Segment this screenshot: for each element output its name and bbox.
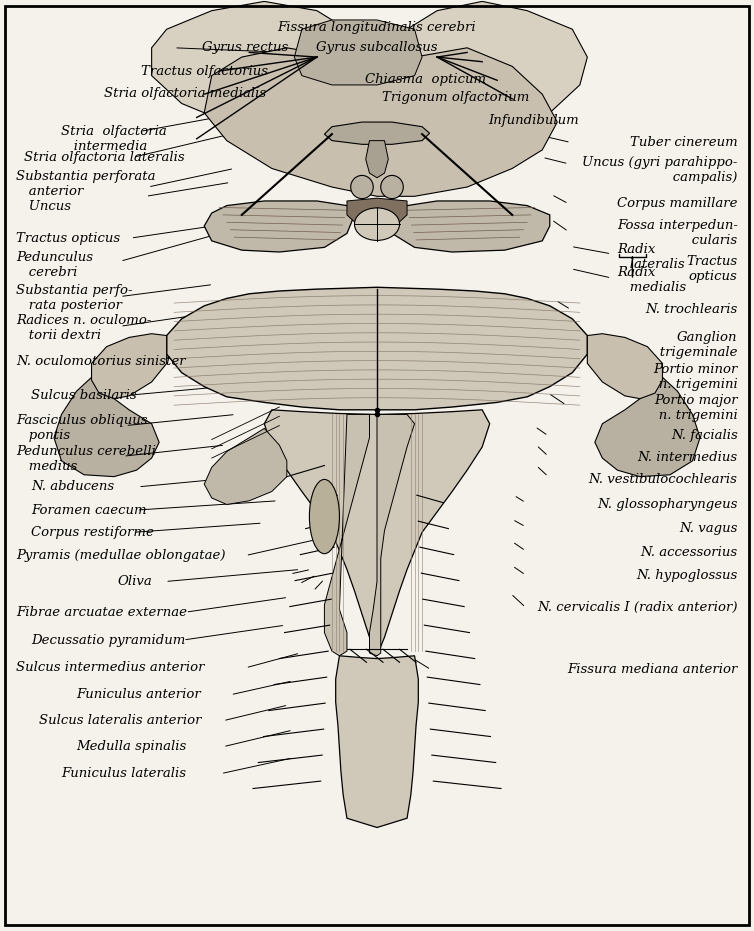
Text: Fibrae arcuatae externae: Fibrae arcuatae externae xyxy=(17,606,188,619)
Text: Foramen caecum: Foramen caecum xyxy=(32,504,147,517)
Text: Fissura mediana anterior: Fissura mediana anterior xyxy=(567,663,737,676)
Text: Sulcus lateralis anterior: Sulcus lateralis anterior xyxy=(39,714,201,727)
Text: Funiculus anterior: Funiculus anterior xyxy=(76,688,201,701)
Polygon shape xyxy=(595,377,700,477)
Polygon shape xyxy=(347,198,407,234)
Text: Gyrus rectus: Gyrus rectus xyxy=(202,41,289,54)
Text: N. facialis: N. facialis xyxy=(671,429,737,442)
Text: Tractus olfactorius: Tractus olfactorius xyxy=(141,65,268,78)
Polygon shape xyxy=(366,141,388,178)
Text: Radix
   medialis: Radix medialis xyxy=(618,266,686,294)
Text: Corpus restiforme: Corpus restiforme xyxy=(32,526,155,539)
Ellipse shape xyxy=(354,208,400,240)
Ellipse shape xyxy=(381,175,403,198)
Polygon shape xyxy=(324,414,369,655)
Text: N. abducens: N. abducens xyxy=(32,480,115,493)
Text: N. trochlearis: N. trochlearis xyxy=(645,304,737,316)
Polygon shape xyxy=(54,377,159,477)
Text: Sulcus basilaris: Sulcus basilaris xyxy=(32,389,137,402)
Text: N. hypoglossus: N. hypoglossus xyxy=(636,569,737,582)
Text: Decussatio pyramidum: Decussatio pyramidum xyxy=(32,633,185,646)
Text: Tractus
opticus: Tractus opticus xyxy=(686,255,737,283)
Text: N. oculomotorius sinister: N. oculomotorius sinister xyxy=(17,355,186,368)
Text: Portio minor
   n. trigemini: Portio minor n. trigemini xyxy=(646,363,737,391)
Text: Substantia perfo-
   rata posterior: Substantia perfo- rata posterior xyxy=(17,284,133,313)
Text: Corpus mamillare: Corpus mamillare xyxy=(617,197,737,210)
Polygon shape xyxy=(369,414,415,655)
Polygon shape xyxy=(167,288,587,410)
Polygon shape xyxy=(294,20,422,85)
Text: Pedunculus cerebelli
   medius: Pedunculus cerebelli medius xyxy=(17,445,156,473)
Text: N. cervicalis I (radix anterior): N. cervicalis I (radix anterior) xyxy=(537,601,737,614)
Text: N. vestibulocochlearis: N. vestibulocochlearis xyxy=(589,473,737,486)
Polygon shape xyxy=(336,655,418,828)
Polygon shape xyxy=(587,333,663,398)
Text: N. accessorius: N. accessorius xyxy=(640,546,737,560)
Text: Uncus (gyri parahippo-
   campalis): Uncus (gyri parahippo- campalis) xyxy=(582,156,737,184)
Ellipse shape xyxy=(309,479,339,554)
Polygon shape xyxy=(204,201,354,252)
Text: Tractus opticus: Tractus opticus xyxy=(17,232,121,245)
Text: Substantia perforata
   anterior
   Uncus: Substantia perforata anterior Uncus xyxy=(17,170,156,213)
Polygon shape xyxy=(324,122,430,144)
Polygon shape xyxy=(204,47,557,196)
Text: Portio major
   n. trigemini: Portio major n. trigemini xyxy=(646,394,737,422)
Text: Trigonum olfactorium: Trigonum olfactorium xyxy=(382,91,529,104)
Text: Gyrus subcallosus: Gyrus subcallosus xyxy=(316,41,438,54)
Polygon shape xyxy=(204,428,287,505)
Text: Pedunculus
   cerebri: Pedunculus cerebri xyxy=(17,251,93,279)
Text: N. intermedius: N. intermedius xyxy=(637,451,737,464)
Text: N. vagus: N. vagus xyxy=(679,522,737,535)
Text: Pyramis (medullae oblongatae): Pyramis (medullae oblongatae) xyxy=(17,549,226,562)
Text: Oliva: Oliva xyxy=(118,575,152,588)
Text: Tuber cinereum: Tuber cinereum xyxy=(630,136,737,149)
Text: Stria olfactoria medialis: Stria olfactoria medialis xyxy=(104,87,266,100)
Polygon shape xyxy=(265,410,489,655)
Polygon shape xyxy=(400,1,587,122)
Polygon shape xyxy=(392,201,550,252)
Text: Stria olfactoria lateralis: Stria olfactoria lateralis xyxy=(24,151,185,164)
Text: Fasciculus obliquus
   pontis: Fasciculus obliquus pontis xyxy=(17,414,148,442)
Text: Sulcus intermedius anterior: Sulcus intermedius anterior xyxy=(17,661,205,674)
Text: Funiculus lateralis: Funiculus lateralis xyxy=(62,767,186,780)
Text: Fossa interpedun-
   cularis: Fossa interpedun- cularis xyxy=(617,220,737,248)
Ellipse shape xyxy=(351,175,373,198)
Text: Chiasma  opticum: Chiasma opticum xyxy=(365,73,486,86)
Text: N. glossopharyngeus: N. glossopharyngeus xyxy=(597,498,737,511)
Text: Infundibulum: Infundibulum xyxy=(488,114,579,127)
Text: Medulla spinalis: Medulla spinalis xyxy=(76,740,187,753)
Polygon shape xyxy=(152,1,347,122)
Text: Radix
   lateralis: Radix lateralis xyxy=(618,243,685,271)
Text: Stria  olfactoria
   intermedia: Stria olfactoria intermedia xyxy=(62,125,167,153)
Polygon shape xyxy=(91,333,167,398)
Text: Radices n. oculomo-
   torii dextri: Radices n. oculomo- torii dextri xyxy=(17,314,152,342)
Text: Ganglion
   trigeminale: Ganglion trigeminale xyxy=(647,331,737,358)
Text: Fissura longitudinalis cerebri: Fissura longitudinalis cerebri xyxy=(277,20,477,34)
